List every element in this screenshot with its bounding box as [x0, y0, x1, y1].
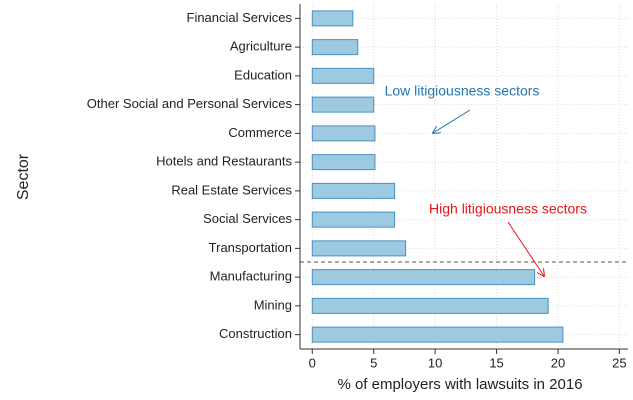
y-tick-label: Mining — [254, 297, 292, 312]
x-tick-label: 20 — [551, 355, 565, 370]
bar — [311, 297, 549, 314]
y-tick-label: Other Social and Personal Services — [87, 96, 293, 111]
x-tick-label: 15 — [489, 355, 503, 370]
bar — [311, 154, 376, 171]
bar — [311, 182, 396, 199]
y-tick-label: Transportation — [209, 240, 292, 255]
y-tick-label: Real Estate Services — [171, 182, 292, 197]
y-tick-label: Commerce — [228, 125, 292, 140]
y-tick-label: Education — [234, 67, 292, 82]
bar — [311, 269, 536, 286]
y-tick-label: Manufacturing — [210, 269, 292, 284]
annotation-arrow — [507, 221, 544, 276]
bar — [311, 39, 359, 56]
bar — [311, 125, 376, 142]
y-tick-label: Construction — [219, 326, 292, 341]
bar — [311, 211, 396, 228]
y-tick-label: Hotels and Restaurants — [156, 154, 292, 169]
grid — [300, 4, 628, 349]
bars — [311, 10, 564, 343]
x-axis-label: % of employers with lawsuits in 2016 — [337, 376, 582, 393]
y-tick-label: Agriculture — [230, 39, 292, 54]
bar — [311, 96, 375, 113]
annotation-arrow — [433, 109, 471, 133]
x-tick-label: 10 — [428, 355, 442, 370]
bar — [311, 67, 375, 84]
y-tick-label: Social Services — [203, 211, 292, 226]
x-tick-label: 5 — [370, 355, 377, 370]
bar — [311, 326, 564, 343]
y-axis-label: Sector — [15, 153, 32, 200]
y-tick-label: Financial Services — [187, 10, 293, 25]
x-tick-label: 0 — [309, 355, 316, 370]
x-tick-label: 25 — [612, 355, 626, 370]
annotation: High litigiousness sectors — [429, 201, 587, 217]
bar — [311, 240, 407, 257]
bar — [311, 10, 354, 27]
annotation: Low litigiousness sectors — [385, 83, 540, 99]
